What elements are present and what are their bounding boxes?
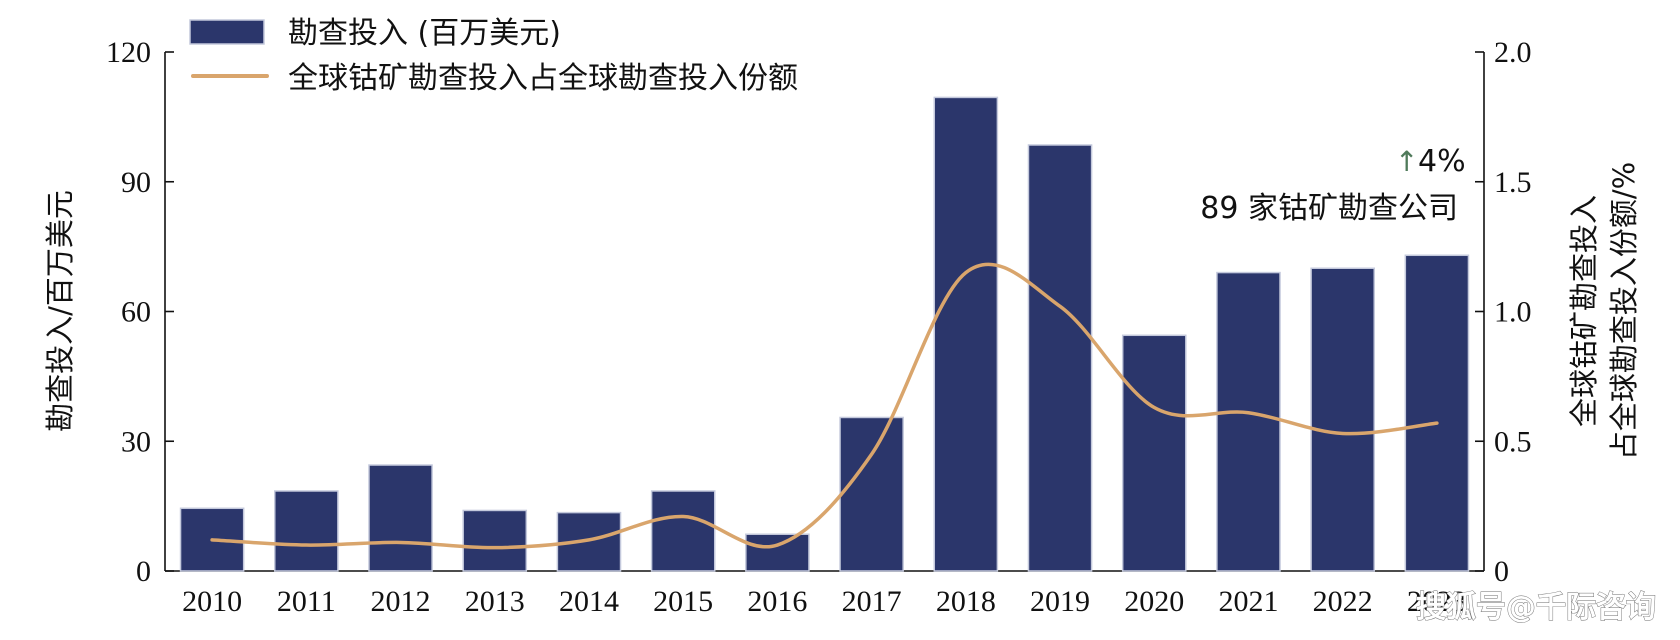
left-tick-label: 120 (106, 36, 151, 69)
x-tick-label: 2023 (1407, 585, 1467, 618)
right-tick-label: 1.0 (1494, 296, 1532, 329)
legend: 勘查投入 (百万美元) 全球钴矿勘查投入占全球勘查投入份额 (189, 16, 798, 96)
bar (368, 464, 433, 572)
bars (179, 96, 1470, 572)
bar (1404, 254, 1470, 572)
x-tick-label: 2021 (1218, 585, 1278, 618)
right-tick-label: 1.5 (1494, 166, 1532, 199)
bar (1310, 267, 1375, 572)
legend-line-label: 全球钴矿勘查投入占全球勘查投入份额 (288, 61, 798, 96)
legend-bar-swatch (189, 19, 265, 45)
left-tick-label: 30 (121, 425, 151, 458)
bar (1121, 334, 1187, 572)
x-tick-label: 2018 (936, 585, 996, 618)
x-ticks: 2010 2011 2012 2013 2014 2015 2016 2017 2018 2019… (182, 585, 1467, 618)
bar (933, 96, 999, 572)
bar (1216, 271, 1281, 572)
x-tick-label: 2013 (465, 585, 525, 618)
left-tick-label: 90 (121, 166, 151, 199)
x-tick-label: 2019 (1030, 585, 1090, 618)
bar (274, 490, 339, 572)
legend-bar-label: 勘查投入 (百万美元) (288, 16, 561, 51)
x-tick-label: 2016 (747, 585, 807, 618)
right-tick-label: 0.5 (1494, 425, 1532, 458)
x-tick-label: 2012 (371, 585, 431, 618)
bar (745, 533, 810, 572)
x-tick-label: 2020 (1124, 585, 1184, 618)
up-arrow-icon: ↑ (1395, 145, 1418, 178)
bar (1027, 144, 1093, 572)
x-tick-label: 2015 (653, 585, 713, 618)
bar (839, 416, 904, 572)
right-axis-title-line2: 占全球勘查投入份额/% (1607, 162, 1641, 460)
right-axis-title-line1: 全球钴矿勘查投入 (1567, 195, 1601, 427)
x-tick-label: 2022 (1313, 585, 1373, 618)
x-tick-label: 2014 (559, 585, 619, 618)
left-tick-label: 60 (121, 296, 151, 329)
x-tick-label: 2010 (182, 585, 242, 618)
right-tick-label: 2.0 (1494, 36, 1532, 69)
bar (462, 509, 528, 572)
bar (650, 490, 716, 572)
x-tick-label: 2011 (277, 585, 336, 618)
watermark: 搜狐号@千际咨询 (1416, 590, 1656, 625)
annotation-companies: 89 家钴矿勘查公司 (1200, 191, 1458, 226)
left-axis-title: 勘查投入/百万美元 (43, 190, 77, 432)
right-tick-label: 0 (1494, 555, 1509, 588)
left-ticks: 0 30 60 90 120 (106, 36, 174, 588)
share-line (210, 262, 1439, 550)
x-tick-label: 2017 (842, 585, 902, 618)
annotation-pct: 4% (1418, 144, 1466, 179)
right-ticks: 0 0.5 1.0 1.5 2.0 (1475, 36, 1532, 588)
left-tick-label: 0 (136, 555, 151, 588)
